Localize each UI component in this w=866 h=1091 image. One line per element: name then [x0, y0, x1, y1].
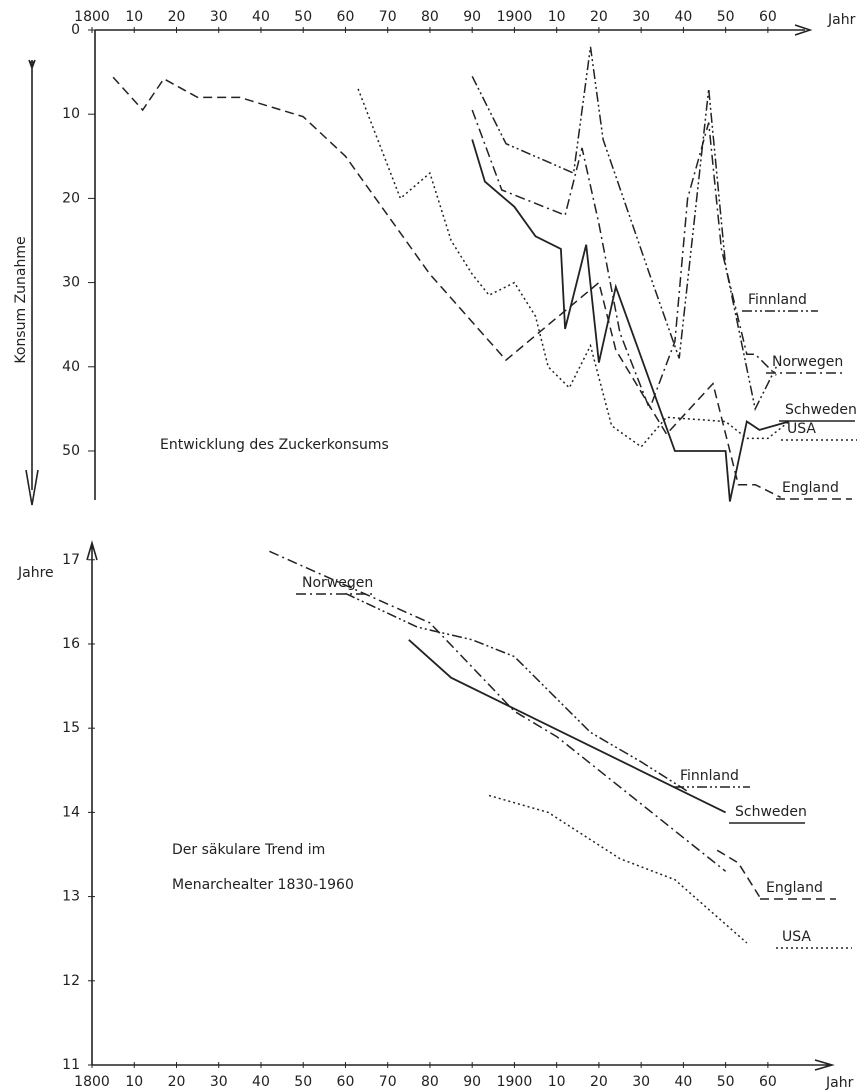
- y-tick-label: 10: [62, 106, 80, 122]
- legend-label: USA: [782, 929, 811, 945]
- y-axis: [86, 540, 98, 1065]
- x-tick-label: 20: [168, 1074, 186, 1090]
- x-tick-label: 10: [548, 1074, 566, 1090]
- y-tick-label: 20: [62, 190, 80, 206]
- x-tick-label: 1800: [74, 9, 110, 25]
- x-tick-label: 1900: [497, 1074, 533, 1090]
- y-arrow: [25, 59, 39, 506]
- x-tick-label: 40: [252, 9, 270, 25]
- x-tick-label: 20: [590, 9, 608, 25]
- y-tick-label: 40: [62, 359, 80, 375]
- legend-label: Finnland: [680, 768, 739, 784]
- series-line: [471, 139, 790, 502]
- x-axis: [95, 24, 813, 36]
- y-tick-label: 30: [62, 275, 80, 291]
- legend-label: Finnland: [748, 292, 807, 308]
- x-tick-label: 30: [632, 9, 650, 25]
- x-tick-label: 90: [463, 1074, 481, 1090]
- y-label: Konsum Zunahme: [13, 236, 29, 363]
- x-tick-label: 60: [759, 1074, 777, 1090]
- x-tick-label: 80: [421, 1074, 439, 1090]
- x-tick-label: 30: [210, 9, 228, 25]
- series-line: [471, 46, 777, 412]
- annotation: Menarchealter 1830-1960: [172, 877, 354, 893]
- x-axis: [92, 1059, 835, 1071]
- y-tick-label: 0: [71, 22, 80, 38]
- x-tick-label: 50: [294, 1074, 312, 1090]
- y-tick-label: 11: [62, 1057, 80, 1073]
- x-tick-label: 70: [379, 1074, 397, 1090]
- y-tick-label: 12: [62, 973, 80, 989]
- x-tick-label: 1800: [74, 1074, 110, 1090]
- x-tick-label: 50: [717, 9, 735, 25]
- x-tick-label: 30: [632, 1074, 650, 1090]
- series-line: [408, 639, 726, 814]
- legend-label: USA: [787, 421, 816, 437]
- series-line: [112, 76, 781, 498]
- y-tick-label: 16: [62, 636, 80, 652]
- x-tick-label: 40: [674, 1074, 692, 1090]
- series-line: [269, 550, 727, 872]
- y-label: Jahre: [17, 565, 54, 581]
- x-tick-label: 90: [463, 9, 481, 25]
- y-tick-label: 15: [62, 720, 80, 736]
- legend-label: Schweden: [735, 804, 807, 820]
- x-tick-label: 50: [294, 9, 312, 25]
- annotation: Entwicklung des Zuckerkonsums: [160, 437, 389, 453]
- series-line: [345, 592, 689, 792]
- legend-label: England: [782, 480, 839, 496]
- x-tick-label: 20: [590, 1074, 608, 1090]
- annotation: Der säkulare Trend im: [172, 842, 325, 858]
- series-line: [716, 849, 761, 897]
- x-tick-label: 30: [210, 1074, 228, 1090]
- x-label: Jahr: [827, 12, 856, 28]
- legend-label: England: [766, 880, 823, 896]
- x-tick-label: 60: [337, 1074, 355, 1090]
- x-tick-label: 40: [252, 1074, 270, 1090]
- x-tick-label: 70: [379, 9, 397, 25]
- x-label: Jahr: [825, 1075, 854, 1091]
- x-tick-label: 50: [717, 1074, 735, 1090]
- x-tick-label: 60: [337, 9, 355, 25]
- y-tick-label: 17: [62, 552, 80, 568]
- x-tick-label: 10: [548, 9, 566, 25]
- x-tick-label: 10: [125, 1074, 143, 1090]
- y-tick-label: 14: [62, 804, 80, 820]
- legend-label: Norwegen: [302, 575, 373, 591]
- series-line: [488, 794, 748, 944]
- x-tick-label: 20: [168, 9, 186, 25]
- legend-label: Schweden: [785, 402, 857, 418]
- series-line: [357, 88, 790, 448]
- x-tick-label: 10: [125, 9, 143, 25]
- y-tick-label: 50: [62, 443, 80, 459]
- x-tick-label: 40: [674, 9, 692, 25]
- x-tick-label: 80: [421, 9, 439, 25]
- x-tick-label: 60: [759, 9, 777, 25]
- y-tick-label: 13: [62, 889, 80, 905]
- legend-label: Norwegen: [772, 354, 843, 370]
- series-line: [471, 109, 777, 411]
- x-tick-label: 1900: [497, 9, 533, 25]
